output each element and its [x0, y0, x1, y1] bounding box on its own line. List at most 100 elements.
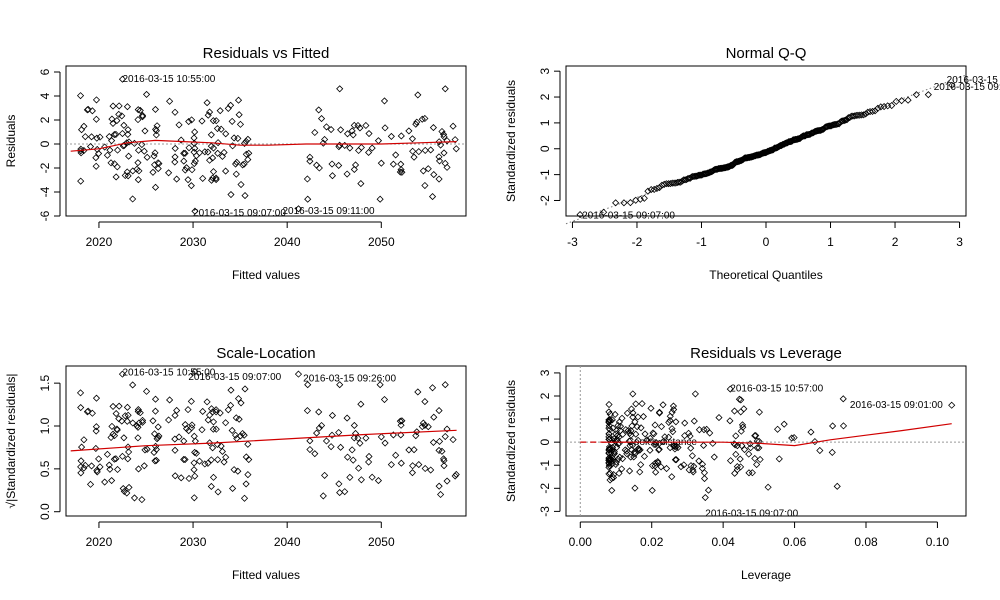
data-point [412, 432, 420, 440]
data-point [304, 381, 312, 389]
data-point [700, 469, 709, 477]
data-point [92, 427, 100, 435]
data-point [152, 127, 160, 135]
data-point [374, 137, 383, 145]
data-point [150, 152, 158, 160]
data-point [605, 430, 613, 438]
x-tick-label: -3 [567, 235, 578, 249]
data-point [666, 180, 674, 188]
data-point [206, 411, 214, 419]
data-point [418, 423, 426, 431]
data-point [343, 170, 351, 178]
data-point [207, 456, 215, 464]
y-tick-label: 2 [538, 392, 552, 399]
data-point [764, 483, 772, 491]
data-point [337, 443, 345, 451]
data-point [204, 111, 212, 119]
data-point [631, 418, 639, 426]
data-point [311, 450, 319, 458]
data-point [421, 146, 429, 154]
data-point [206, 156, 214, 164]
data-point [888, 101, 896, 110]
y-tick-label: -1 [538, 460, 552, 471]
data-point [209, 174, 217, 182]
data-point [188, 116, 196, 124]
y-tick-label: 0 [38, 140, 52, 147]
data-point [87, 133, 96, 141]
data-point [190, 466, 198, 474]
data-point [80, 464, 88, 472]
data-point [171, 446, 179, 454]
data-point [780, 420, 788, 428]
plot-box [565, 65, 967, 217]
data-point [315, 408, 323, 416]
data-point [222, 130, 230, 138]
data-point [651, 421, 659, 429]
data-point [670, 405, 678, 414]
data-point [166, 97, 174, 105]
y-tick-label: 2 [38, 116, 52, 123]
data-point [343, 130, 352, 138]
data-point [95, 455, 103, 463]
data-point [108, 137, 116, 145]
data-point [732, 432, 740, 440]
x-tick-label: 2020 [86, 535, 113, 549]
data-point [414, 388, 422, 396]
data-point [356, 124, 364, 132]
data-point [755, 408, 763, 416]
data-point [613, 436, 621, 444]
data-point [234, 395, 243, 403]
data-point [118, 417, 126, 425]
data-point [357, 476, 365, 484]
data-point [440, 149, 448, 157]
data-point [113, 425, 121, 433]
data-point [149, 168, 157, 176]
data-point [860, 111, 868, 119]
data-point [209, 418, 218, 426]
data-point [109, 119, 117, 127]
data-point [774, 425, 782, 433]
data-point [92, 394, 101, 402]
data-point [627, 427, 635, 435]
y-axis-label: √|Standardized residuals| [4, 374, 18, 509]
data-point [165, 416, 173, 424]
data-point [191, 144, 199, 152]
data-point [212, 117, 220, 125]
data-point [209, 444, 217, 452]
data-point [239, 429, 247, 438]
data-point [657, 423, 666, 431]
data-point [398, 417, 406, 425]
data-point [687, 444, 695, 452]
data-point [664, 180, 672, 188]
data-point [618, 414, 626, 422]
y-tick-label: 1 [538, 119, 552, 126]
data-point [666, 412, 674, 420]
data-point [142, 90, 151, 99]
data-point [730, 407, 739, 415]
data-point [669, 428, 677, 436]
data-point [110, 130, 118, 139]
data-point [216, 409, 224, 417]
data-point [319, 492, 327, 500]
data-point [190, 432, 198, 440]
data-point [134, 434, 142, 442]
data-point [618, 465, 626, 473]
data-point [854, 111, 862, 119]
data-point [336, 85, 344, 93]
data-point [121, 171, 129, 180]
data-point [362, 121, 370, 130]
data-point [368, 473, 376, 481]
panel-residuals-vs-leverage: Residuals vs Leverage Leverage Standardi… [504, 345, 967, 582]
y-tick-label: 0.5 [38, 460, 52, 477]
data-point [615, 469, 623, 477]
data-point [698, 460, 707, 468]
data-point [736, 455, 744, 463]
data-point [666, 416, 674, 425]
data-point [209, 425, 217, 433]
data-point [710, 453, 718, 461]
data-point [209, 144, 218, 152]
data-point [108, 115, 116, 123]
data-point [103, 450, 111, 458]
data-point [653, 184, 661, 193]
